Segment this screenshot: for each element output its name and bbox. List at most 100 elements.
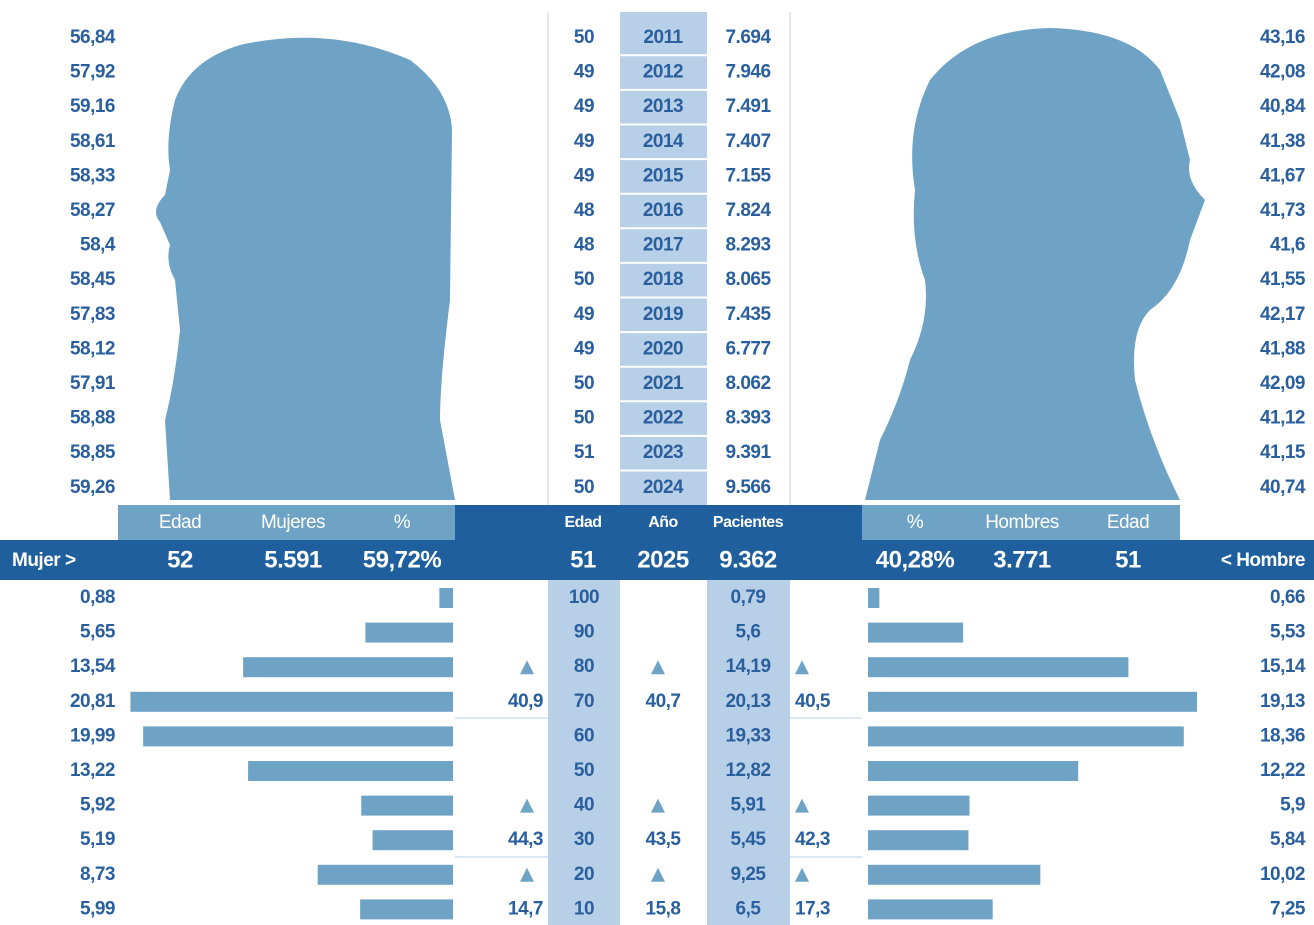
women-bar: [439, 588, 453, 608]
trend-arrow: [651, 868, 665, 882]
patients: 9.391: [725, 442, 771, 463]
summary-value: 3.771: [993, 546, 1051, 573]
women-average: 40,9: [508, 691, 543, 712]
women-bar: [248, 761, 453, 781]
women-percent: 58,4: [80, 235, 116, 256]
patients: 8.065: [725, 269, 771, 290]
age-group: 60: [574, 725, 594, 746]
year: 2011: [643, 27, 683, 48]
summary-value: 59,72%: [363, 546, 442, 573]
patients: 7.824: [725, 200, 771, 221]
women-percent: 57,91: [70, 373, 116, 394]
age-group: 10: [574, 898, 594, 919]
women-percent: 57,92: [70, 62, 115, 83]
men-percent: 41,6: [1270, 235, 1305, 256]
age: 50: [574, 27, 594, 48]
summary-value: 51: [570, 546, 596, 573]
age: 49: [574, 304, 594, 325]
women-percent: 58,12: [70, 338, 115, 359]
age: 49: [574, 62, 594, 83]
total-average: 40,7: [646, 691, 681, 712]
summary-value: 2025: [637, 546, 689, 573]
women-average: 14,7: [508, 898, 543, 919]
men-percent: 41,67: [1260, 165, 1305, 186]
women-percent: 59,26: [70, 477, 115, 498]
men-percent: 41,73: [1260, 200, 1305, 221]
infographic: 56,845020117.69443,1657,924920127.94642,…: [0, 0, 1314, 925]
men-percent: 41,38: [1260, 131, 1305, 152]
age: 50: [574, 269, 594, 290]
patients: 9.566: [725, 477, 770, 498]
men-bar: [868, 657, 1128, 677]
men-bar: [868, 761, 1078, 781]
total-percent: 14,19: [725, 656, 770, 677]
patients: 7.491: [725, 96, 771, 117]
women-percent: 5,19: [80, 829, 115, 850]
patients: 7.435: [725, 304, 771, 325]
summary-value: 51: [1115, 546, 1141, 573]
women-bar: [243, 657, 453, 677]
trend-arrow: [795, 868, 809, 882]
column-header: Mujeres: [261, 512, 325, 533]
column-header: Edad: [1107, 512, 1149, 533]
summary-value: 52: [167, 546, 193, 573]
women-percent: 58,85: [70, 442, 116, 463]
column-header: Año: [648, 514, 678, 531]
total-average: 15,8: [646, 898, 681, 919]
men-average: 42,3: [795, 829, 830, 850]
men-percent: 0,66: [1270, 587, 1305, 608]
men-percent: 15,14: [1260, 656, 1306, 677]
patients: 8.393: [725, 408, 770, 429]
women-percent: 58,33: [70, 165, 115, 186]
men-percent: 41,15: [1260, 442, 1306, 463]
men-percent: 10,02: [1260, 864, 1305, 885]
men-bar: [868, 830, 968, 850]
total-average: 43,5: [646, 829, 682, 850]
men-bar: [868, 692, 1197, 712]
total-percent: 5,6: [736, 622, 761, 643]
year: 2021: [643, 373, 684, 394]
trend-arrow: [795, 799, 809, 813]
column-header: %: [394, 512, 411, 533]
page: {"women_pct":["56,84","57,92","59,16","5…: [0, 0, 1314, 925]
patients: 7.155: [725, 165, 771, 186]
woman-silhouette: [156, 38, 455, 500]
age: 48: [574, 235, 594, 256]
year: 2013: [643, 96, 683, 117]
age-group: 70: [574, 691, 594, 712]
age-group: 100: [569, 587, 599, 608]
men-percent: 41,12: [1260, 408, 1305, 429]
women-percent: 59,16: [70, 96, 115, 117]
men-average: 40,5: [795, 691, 831, 712]
year: 2022: [643, 408, 683, 429]
women-bar: [365, 623, 453, 643]
age: 49: [574, 96, 594, 117]
men-average: 17,3: [795, 898, 830, 919]
women-bar: [373, 830, 453, 850]
trend-arrow: [520, 799, 534, 813]
men-percent: 42,17: [1260, 304, 1305, 325]
trend-arrow: [651, 799, 665, 813]
men-bar: [868, 796, 969, 816]
women-percent: 20,81: [70, 691, 116, 712]
women-bar: [143, 726, 453, 746]
men-percent: 42,08: [1260, 62, 1305, 83]
column-header: %: [907, 512, 924, 533]
summary-label: < Hombre: [1221, 550, 1305, 571]
year: 2023: [643, 442, 683, 463]
women-percent: 58,27: [70, 200, 115, 221]
age: 49: [574, 165, 594, 186]
total-percent: 19,33: [725, 725, 770, 746]
age-group: 40: [574, 795, 594, 816]
men-percent: 40,84: [1260, 96, 1306, 117]
total-percent: 6,5: [736, 898, 762, 919]
summary-label: Mujer >: [12, 550, 76, 571]
trend-arrow: [795, 660, 809, 674]
men-percent: 7,25: [1270, 898, 1306, 919]
year: 2017: [643, 235, 683, 256]
column-header: Pacientes: [713, 514, 784, 531]
age-group: 30: [574, 829, 594, 850]
year: 2016: [643, 200, 683, 221]
men-percent: 40,74: [1260, 477, 1306, 498]
summary-value: 40,28%: [876, 546, 955, 573]
